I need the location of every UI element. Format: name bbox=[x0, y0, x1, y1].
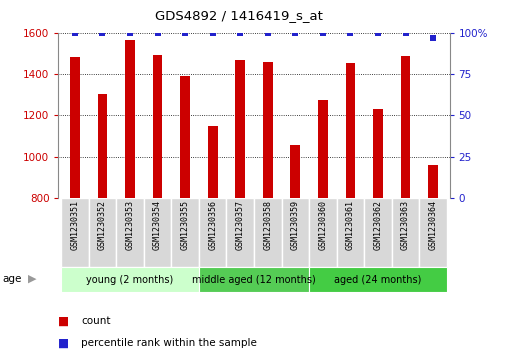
Bar bbox=[199, 267, 309, 292]
Bar bbox=[199, 198, 227, 267]
Text: GSM1230356: GSM1230356 bbox=[208, 200, 217, 250]
Bar bbox=[318, 100, 328, 363]
Bar bbox=[392, 198, 419, 267]
Text: GSM1230351: GSM1230351 bbox=[71, 200, 79, 250]
Text: GSM1230364: GSM1230364 bbox=[429, 200, 437, 250]
Bar bbox=[419, 198, 447, 267]
Text: ■: ■ bbox=[58, 315, 70, 328]
Text: GSM1230355: GSM1230355 bbox=[181, 200, 189, 250]
Bar bbox=[180, 76, 190, 363]
Text: GSM1230357: GSM1230357 bbox=[236, 200, 245, 250]
Text: GSM1230362: GSM1230362 bbox=[373, 200, 383, 250]
Bar bbox=[235, 60, 245, 363]
Bar bbox=[309, 198, 337, 267]
Bar bbox=[401, 56, 410, 363]
Bar bbox=[345, 62, 355, 363]
Bar bbox=[171, 198, 199, 267]
Bar bbox=[291, 145, 300, 363]
Bar bbox=[309, 267, 447, 292]
Text: count: count bbox=[81, 316, 111, 326]
Text: GSM1230360: GSM1230360 bbox=[319, 200, 327, 250]
Bar bbox=[337, 198, 364, 267]
Bar bbox=[281, 198, 309, 267]
Text: ■: ■ bbox=[58, 337, 70, 350]
Text: GSM1230352: GSM1230352 bbox=[98, 200, 107, 250]
Text: young (2 months): young (2 months) bbox=[86, 274, 174, 285]
Text: GSM1230359: GSM1230359 bbox=[291, 200, 300, 250]
Bar bbox=[98, 94, 107, 363]
Text: aged (24 months): aged (24 months) bbox=[334, 274, 422, 285]
Bar bbox=[125, 40, 135, 363]
Text: middle aged (12 months): middle aged (12 months) bbox=[192, 274, 316, 285]
Bar bbox=[364, 198, 392, 267]
Bar bbox=[153, 56, 163, 363]
Text: GSM1230353: GSM1230353 bbox=[125, 200, 135, 250]
Bar bbox=[373, 109, 383, 363]
Text: GDS4892 / 1416419_s_at: GDS4892 / 1416419_s_at bbox=[155, 9, 323, 22]
Text: ▶: ▶ bbox=[28, 274, 37, 284]
Text: GSM1230354: GSM1230354 bbox=[153, 200, 162, 250]
Text: percentile rank within the sample: percentile rank within the sample bbox=[81, 338, 257, 348]
Bar bbox=[227, 198, 254, 267]
Text: GSM1230358: GSM1230358 bbox=[263, 200, 272, 250]
Text: GSM1230361: GSM1230361 bbox=[346, 200, 355, 250]
Text: age: age bbox=[3, 274, 22, 284]
Text: GSM1230363: GSM1230363 bbox=[401, 200, 410, 250]
Bar bbox=[428, 165, 438, 363]
Bar bbox=[61, 267, 199, 292]
Bar bbox=[116, 198, 144, 267]
Bar bbox=[208, 126, 217, 363]
Bar bbox=[70, 57, 80, 363]
Bar bbox=[61, 198, 89, 267]
Bar bbox=[254, 198, 281, 267]
Bar bbox=[144, 198, 171, 267]
Bar bbox=[89, 198, 116, 267]
Bar bbox=[263, 62, 273, 363]
